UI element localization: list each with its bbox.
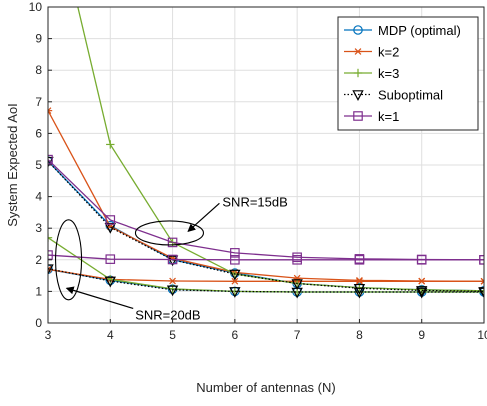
data-point	[48, 107, 53, 115]
data-point	[48, 250, 53, 260]
axis-ticks: 3 4 5 6 7 8 9 10 0 1 2 3 4 5 6 7 8 9 10	[29, 0, 487, 342]
snr15-ellipse	[134, 220, 205, 246]
data-point	[355, 276, 364, 284]
data-point	[230, 255, 240, 265]
data-point	[478, 287, 484, 299]
annotation-label: SNR=15dB	[222, 194, 287, 209]
data-point	[166, 285, 179, 297]
data-point	[291, 287, 303, 299]
data-point	[416, 287, 428, 299]
data-point	[48, 233, 53, 242]
legend-label: MDP (optimal)	[378, 23, 461, 38]
snr20-ellipse	[55, 219, 83, 301]
y-tick-label: 6	[35, 126, 42, 140]
data-point	[479, 277, 484, 285]
series-k-2	[48, 107, 484, 285]
data-point	[104, 222, 116, 234]
x-tick-label: 3	[45, 328, 52, 342]
y-tick-label: 9	[35, 32, 42, 46]
data-point	[166, 255, 179, 267]
legend-entry: MDP (optimal)	[344, 23, 461, 38]
y-tick-label: 1	[35, 284, 42, 298]
legend-entry: k=1	[344, 109, 399, 124]
data-point	[48, 154, 53, 165]
y-tick-label: 4	[35, 190, 42, 204]
x-tick-label: 7	[294, 328, 301, 342]
series-layer	[48, 7, 484, 299]
data-point	[106, 140, 115, 149]
annotation-label: SNR=20dB	[135, 307, 200, 322]
series-line	[48, 254, 484, 261]
x-tick-label: 10	[477, 328, 487, 342]
legend-label: k=3	[378, 66, 399, 81]
series-k-1	[48, 154, 484, 265]
data-point	[355, 277, 364, 285]
data-point	[105, 215, 116, 225]
series-line	[48, 268, 484, 282]
data-point	[229, 269, 241, 281]
data-point	[167, 237, 178, 248]
data-point	[354, 255, 365, 265]
data-point	[416, 255, 427, 265]
legend-marker	[353, 48, 363, 55]
legend-entry: Suboptimal	[344, 88, 443, 103]
data-point	[167, 254, 178, 265]
y-tick-label: 7	[35, 95, 42, 109]
legend-entry: k=3	[344, 66, 399, 81]
data-point	[292, 255, 302, 265]
data-point	[230, 277, 240, 285]
data-point	[417, 277, 426, 285]
y-tick-label: 3	[35, 221, 42, 235]
data-point	[229, 287, 241, 298]
x-tick-label: 6	[232, 328, 239, 342]
legend-marker	[353, 68, 363, 78]
legend-label: k=2	[378, 45, 399, 60]
y-tick-label: 8	[35, 63, 42, 77]
data-point	[291, 279, 303, 290]
y-tick-label: 2	[35, 253, 42, 267]
data-point	[353, 287, 366, 299]
data-point	[353, 283, 366, 295]
y-tick-label: 10	[29, 0, 43, 14]
series-line	[48, 268, 484, 293]
legend-label: Suboptimal	[378, 88, 443, 103]
data-point	[104, 276, 116, 288]
data-point	[230, 248, 240, 258]
x-tick-label: 4	[107, 328, 114, 342]
x-tick-label: 8	[356, 328, 363, 342]
data-point	[106, 275, 115, 284]
legend-marker	[352, 90, 364, 101]
data-point	[168, 277, 177, 285]
y-tick-label: 5	[35, 158, 42, 172]
legend-marker	[353, 111, 363, 121]
legend-entry: k=2	[344, 45, 399, 60]
x-tick-label: 5	[169, 328, 176, 342]
data-point	[48, 264, 54, 276]
y-axis-label: System Expected AoI	[5, 103, 20, 227]
x-tick-label: 9	[418, 328, 425, 342]
legend-marker	[353, 25, 363, 35]
data-point	[416, 286, 428, 297]
annotation-arrow	[65, 286, 134, 310]
y-tick-label: 0	[35, 316, 42, 330]
legend-label: k=1	[378, 109, 399, 124]
data-point	[105, 254, 116, 264]
annotations: SNR=15dB SNR=20dB	[55, 194, 288, 322]
legend: MDP (optimal) k=2 k=3 Suboptimal k=1	[337, 16, 479, 131]
series-line	[48, 160, 484, 293]
x-axis-label: Number of antennas (N)	[196, 380, 335, 395]
annotation-arrow	[187, 202, 220, 233]
